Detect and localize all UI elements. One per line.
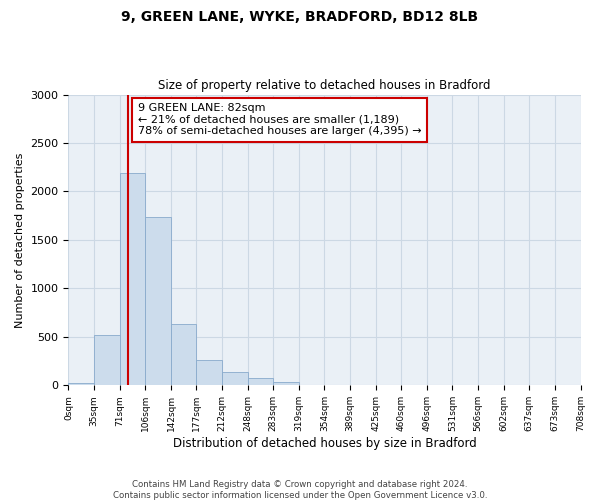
Bar bbox=[248, 378, 273, 386]
Bar bbox=[222, 372, 248, 386]
X-axis label: Distribution of detached houses by size in Bradford: Distribution of detached houses by size … bbox=[173, 437, 476, 450]
Bar bbox=[68, 383, 94, 386]
Text: 9 GREEN LANE: 82sqm
← 21% of detached houses are smaller (1,189)
78% of semi-det: 9 GREEN LANE: 82sqm ← 21% of detached ho… bbox=[137, 104, 421, 136]
Bar bbox=[120, 173, 145, 386]
Bar bbox=[171, 324, 196, 386]
Y-axis label: Number of detached properties: Number of detached properties bbox=[15, 152, 25, 328]
Bar bbox=[145, 216, 171, 386]
Bar bbox=[94, 335, 120, 386]
Title: Size of property relative to detached houses in Bradford: Size of property relative to detached ho… bbox=[158, 79, 491, 92]
Bar bbox=[196, 360, 222, 386]
Text: Contains HM Land Registry data © Crown copyright and database right 2024.
Contai: Contains HM Land Registry data © Crown c… bbox=[113, 480, 487, 500]
Bar bbox=[273, 382, 299, 386]
Text: 9, GREEN LANE, WYKE, BRADFORD, BD12 8LB: 9, GREEN LANE, WYKE, BRADFORD, BD12 8LB bbox=[121, 10, 479, 24]
